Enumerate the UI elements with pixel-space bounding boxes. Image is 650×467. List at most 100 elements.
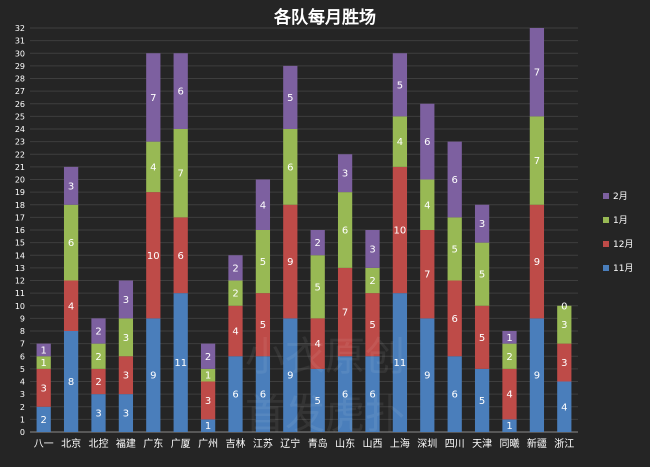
bar-stack-3: 3 2 2 2	[91, 318, 106, 432]
data-label: 4	[315, 339, 321, 350]
bar-segment	[146, 53, 161, 142]
bar-segment	[337, 267, 353, 357]
x-tick-label: 北控	[89, 437, 109, 450]
legend-item: 1月	[603, 215, 628, 226]
bar-segment	[420, 179, 435, 230]
x-tick-label: 辽宁	[280, 437, 300, 450]
data-label: 5	[315, 396, 321, 407]
data-label: 3	[123, 295, 129, 306]
bar-segment	[420, 230, 435, 319]
data-label: 5	[369, 320, 375, 331]
data-label: 2	[369, 276, 375, 287]
bar-stack-19: 9 9 7 7	[529, 28, 545, 432]
data-label: 3	[561, 358, 567, 369]
bar-segment	[255, 230, 271, 294]
bar-segment	[392, 53, 408, 117]
x-tick-label: 上海	[390, 437, 410, 450]
data-label: 6	[369, 390, 375, 401]
bar-segment	[529, 28, 545, 117]
y-tick-label: 13	[15, 264, 25, 273]
data-label: 4	[260, 200, 266, 211]
data-label: 3	[369, 244, 375, 255]
bars: 2311846332223333910471167613126422655499…	[36, 28, 572, 432]
bar-segment	[447, 280, 462, 357]
data-label: 6	[178, 251, 184, 262]
y-tick-label: 31	[15, 37, 25, 46]
data-label: 6	[260, 390, 266, 401]
bar-segment	[283, 129, 298, 205]
data-label: 2	[232, 263, 238, 274]
data-label: 3	[205, 396, 211, 407]
y-tick-label: 0	[20, 428, 25, 437]
y-tick-label: 30	[15, 49, 25, 58]
data-label: 2	[95, 352, 101, 363]
bar-stack-2: 8 4 6 3	[63, 166, 79, 432]
legend-item: 2月	[603, 191, 628, 202]
data-label: 3	[123, 409, 129, 420]
bar-stack-6: 11 6 7 6	[173, 53, 188, 432]
bar-segment	[474, 305, 490, 369]
data-label: 2	[232, 289, 238, 300]
bar-stack-11: 5 4 5 2	[310, 230, 325, 432]
legend-item: 11月	[603, 263, 633, 274]
bar-segment	[63, 204, 79, 281]
bar-segment	[337, 192, 353, 268]
x-tick-label: 吉林	[226, 437, 246, 450]
data-label: 3	[123, 333, 129, 344]
y-tick-label: 25	[15, 112, 25, 121]
data-label: 6	[232, 390, 238, 401]
bar-segment	[529, 116, 545, 205]
bar-segment	[173, 217, 188, 294]
data-label: 3	[95, 409, 101, 420]
bar-segment	[502, 343, 517, 369]
bar-segment	[392, 116, 408, 167]
data-label: 1	[205, 421, 211, 432]
x-tick-label: 同曦	[500, 437, 520, 450]
data-label: 9	[287, 371, 293, 382]
y-tick-label: 5	[20, 365, 25, 374]
bar-segment	[228, 305, 243, 357]
x-tick-label: 深圳	[417, 438, 437, 450]
x-axis: 八一 北京 北控 福建 广东 广厦 广州 吉林 江苏 辽宁 青岛 山东 山西 上海 深圳 四川 天津 同曦 新疆 浙江	[34, 437, 575, 450]
y-tick-label: 21	[15, 163, 25, 172]
x-tick-label: 浙江	[554, 438, 574, 450]
bar-segment	[228, 356, 243, 432]
data-label: 5	[452, 244, 458, 255]
bar-stack-13: 6 5 2 3	[365, 230, 380, 432]
data-label: 4	[397, 137, 403, 148]
data-label: 1	[41, 358, 47, 369]
data-label: 3	[342, 169, 348, 180]
data-label: 2	[95, 377, 101, 388]
bar-stack-8: 6 4 2 2	[228, 255, 243, 432]
data-label: 3	[68, 181, 74, 192]
bar-segment	[200, 368, 216, 382]
bar-segment	[173, 129, 188, 218]
y-tick-label: 9	[20, 314, 25, 323]
data-label: 6	[452, 390, 458, 401]
bar-segment	[91, 394, 106, 432]
bar-segment	[173, 293, 188, 432]
data-label: 5	[397, 80, 403, 91]
bar-segment	[63, 280, 79, 331]
data-label: 6	[452, 175, 458, 186]
data-label: 6	[287, 162, 293, 173]
bar-segment	[447, 141, 462, 218]
bar-segment	[63, 166, 79, 205]
bar-segment	[502, 331, 517, 344]
bar-segment	[283, 318, 298, 432]
x-tick-label: 新疆	[527, 437, 547, 450]
x-tick-label: 八一	[34, 439, 54, 450]
data-label: 7	[178, 169, 184, 180]
bar-segment	[529, 318, 545, 432]
bar-segment	[36, 343, 51, 357]
data-label: 7	[424, 270, 430, 281]
data-label: 10	[394, 226, 407, 237]
bar-segment	[255, 356, 271, 432]
bar-segment	[365, 293, 380, 357]
y-tick-label: 32	[15, 24, 25, 33]
y-tick-label: 16	[15, 226, 25, 235]
data-label: 3	[123, 371, 129, 382]
y-tick-label: 29	[15, 62, 25, 71]
bar-segment	[118, 280, 134, 319]
data-label: 6	[68, 238, 74, 249]
